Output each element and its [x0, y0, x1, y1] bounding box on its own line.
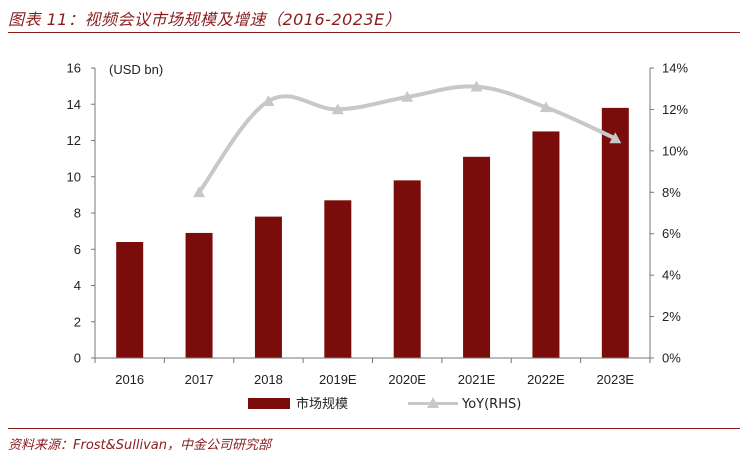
left-tick-label: 16 — [67, 61, 81, 76]
source-rule — [8, 428, 740, 429]
bar — [116, 242, 144, 358]
x-tick-label: 2021E — [458, 372, 496, 387]
yoy-point — [539, 101, 552, 113]
right-tick-label: 6% — [662, 226, 681, 241]
right-tick-label: 10% — [662, 143, 688, 158]
right-tick-label: 8% — [662, 185, 681, 200]
right-tick-label: 12% — [662, 102, 688, 117]
legend-label-line: YoY(RHS) — [461, 397, 521, 412]
yoy-point — [470, 80, 483, 92]
x-tick-label: 2022E — [527, 372, 565, 387]
x-tick-label: 2020E — [388, 372, 426, 387]
bar — [185, 232, 213, 358]
yoy-point — [331, 103, 344, 115]
bar — [393, 180, 421, 358]
yoy-point — [193, 186, 206, 198]
title-rule — [8, 32, 740, 33]
x-axis: 2016 2017 2018 2019E 2020E 2021E 2022E 2023E — [94, 357, 651, 387]
right-tick-label: 14% — [662, 61, 688, 76]
chart-title: 图表 11：视频会议市场规模及增速（2016-2023E） — [8, 10, 402, 29]
source-note: 资料来源：Frost&Sullivan，中金公司研究部 — [8, 438, 272, 453]
bar — [601, 107, 629, 358]
yoy-point — [609, 132, 622, 144]
bar — [254, 216, 282, 358]
yoy-point — [262, 95, 275, 106]
left-tick-label: 4 — [74, 278, 81, 293]
left-axis-unit: (USD bn) — [109, 62, 163, 77]
x-tick-label: 2017 — [185, 372, 214, 387]
x-tick-label: 2016 — [115, 372, 144, 387]
legend-swatch-bar — [248, 398, 290, 409]
legend: 市场规模 YoY(RHS) — [248, 396, 521, 412]
chart: 0 2 4 6 8 10 12 14 16 (USD bn) 0% 2% 4% 6% 8% 10% 12% 14… — [67, 61, 689, 413]
left-tick-label: 0 — [74, 351, 81, 366]
left-tick-label: 2 — [74, 314, 81, 329]
legend-label-bar: 市场规模 — [296, 396, 348, 412]
left-tick-label: 14 — [67, 97, 81, 112]
right-axis: 0% 2% 4% 6% 8% 10% 12% 14% — [649, 61, 688, 366]
bar — [324, 200, 352, 358]
yoy-point — [401, 91, 414, 102]
bar — [532, 131, 560, 358]
right-tick-label: 2% — [662, 309, 681, 324]
legend-swatch-marker — [427, 397, 439, 408]
right-tick-label: 0% — [662, 351, 681, 366]
left-tick-label: 12 — [67, 133, 81, 148]
left-tick-label: 10 — [67, 169, 81, 184]
x-tick-label: 2019E — [319, 372, 357, 387]
yoy-line — [193, 80, 622, 198]
left-tick-label: 6 — [74, 242, 81, 257]
right-tick-label: 4% — [662, 268, 681, 283]
bars — [116, 107, 629, 358]
left-axis: 0 2 4 6 8 10 12 14 16 (USD bn) — [67, 61, 164, 366]
left-tick-label: 8 — [74, 206, 81, 221]
x-tick-label: 2023E — [597, 372, 635, 387]
bar — [463, 156, 491, 358]
x-tick-label: 2018 — [254, 372, 283, 387]
